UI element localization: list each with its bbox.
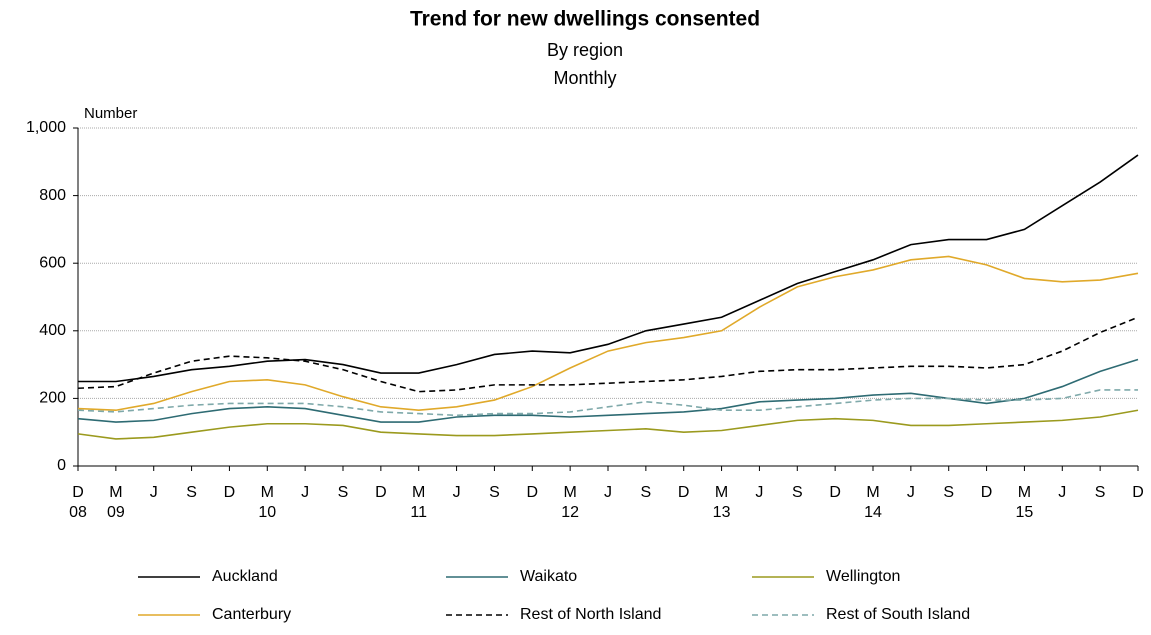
x-tick-label: D	[981, 484, 993, 501]
series-line	[77, 255, 1139, 412]
y-tick-label: 0	[57, 457, 66, 474]
x-tick-label: S	[489, 484, 500, 501]
x-tick-label: D	[375, 484, 387, 501]
x-tick-label: S	[338, 484, 349, 501]
x-tick-sublabel: 09	[107, 504, 125, 521]
y-tick-label: 400	[39, 322, 66, 339]
chart-title: Trend for new dwellings consented	[410, 8, 760, 31]
x-tick-label: J	[604, 484, 612, 501]
chart-subtitle: Monthly	[553, 68, 616, 88]
x-tick-sublabel: 08	[69, 504, 87, 521]
series-line	[77, 358, 1139, 423]
x-tick-label: S	[792, 484, 803, 501]
x-tick-label: D	[1132, 484, 1144, 501]
x-tick-label: S	[641, 484, 652, 501]
x-tick-label: D	[224, 484, 236, 501]
x-tick-label: D	[72, 484, 84, 501]
series-line	[77, 409, 1139, 440]
x-tick-label: M	[715, 484, 728, 501]
legend-label: Wellington	[826, 568, 900, 585]
x-tick-sublabel: 12	[561, 504, 579, 521]
series-line	[78, 154, 1139, 383]
legend-label: Auckland	[212, 568, 278, 585]
chart-subtitle: By region	[547, 40, 623, 60]
x-tick-label: D	[829, 484, 841, 501]
y-tick-label: 200	[39, 390, 66, 407]
series-line	[77, 389, 1138, 417]
legend-label: Waikato	[520, 568, 577, 585]
y-tick-label: 600	[39, 254, 66, 271]
y-tick-label: 1,000	[26, 119, 66, 136]
x-tick-label: J	[150, 484, 158, 501]
x-tick-label: S	[943, 484, 954, 501]
x-tick-sublabel: 11	[410, 504, 427, 521]
x-tick-label: M	[1018, 484, 1031, 501]
x-tick-label: S	[186, 484, 197, 501]
x-tick-label: S	[1095, 484, 1106, 501]
x-tick-label: M	[412, 484, 425, 501]
x-tick-label: J	[301, 484, 309, 501]
x-tick-sublabel: 10	[258, 504, 276, 521]
x-tick-label: M	[563, 484, 576, 501]
x-tick-label: M	[109, 484, 122, 501]
x-tick-label: J	[1058, 484, 1066, 501]
x-tick-label: D	[527, 484, 539, 501]
series-line	[77, 316, 1139, 393]
x-tick-sublabel: 14	[864, 504, 882, 521]
x-tick-sublabel: 13	[713, 504, 731, 521]
y-tick-label: 800	[39, 187, 66, 204]
y-axis-label: Number	[84, 105, 137, 122]
x-tick-label: M	[261, 484, 274, 501]
x-tick-sublabel: 15	[1016, 504, 1034, 521]
legend-label: Rest of South Island	[826, 606, 970, 623]
x-tick-label: J	[755, 484, 763, 501]
x-tick-label: M	[866, 484, 879, 501]
x-tick-label: J	[453, 484, 461, 501]
legend-label: Canterbury	[212, 606, 291, 623]
x-tick-label: D	[678, 484, 690, 501]
legend-label: Rest of North Island	[520, 606, 661, 623]
x-tick-label: J	[907, 484, 915, 501]
